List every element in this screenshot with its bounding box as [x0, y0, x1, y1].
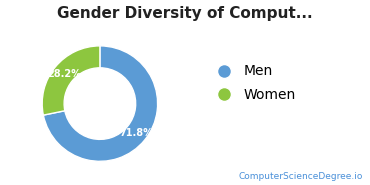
Wedge shape: [43, 46, 158, 161]
Legend: Men, Women: Men, Women: [211, 64, 296, 102]
Text: Gender Diversity of Comput...: Gender Diversity of Comput...: [57, 6, 313, 21]
Wedge shape: [42, 46, 100, 115]
Text: ComputerScienceDegree.io: ComputerScienceDegree.io: [238, 172, 363, 181]
Text: 71.8%: 71.8%: [119, 128, 153, 138]
Text: 28.2%: 28.2%: [47, 69, 81, 79]
